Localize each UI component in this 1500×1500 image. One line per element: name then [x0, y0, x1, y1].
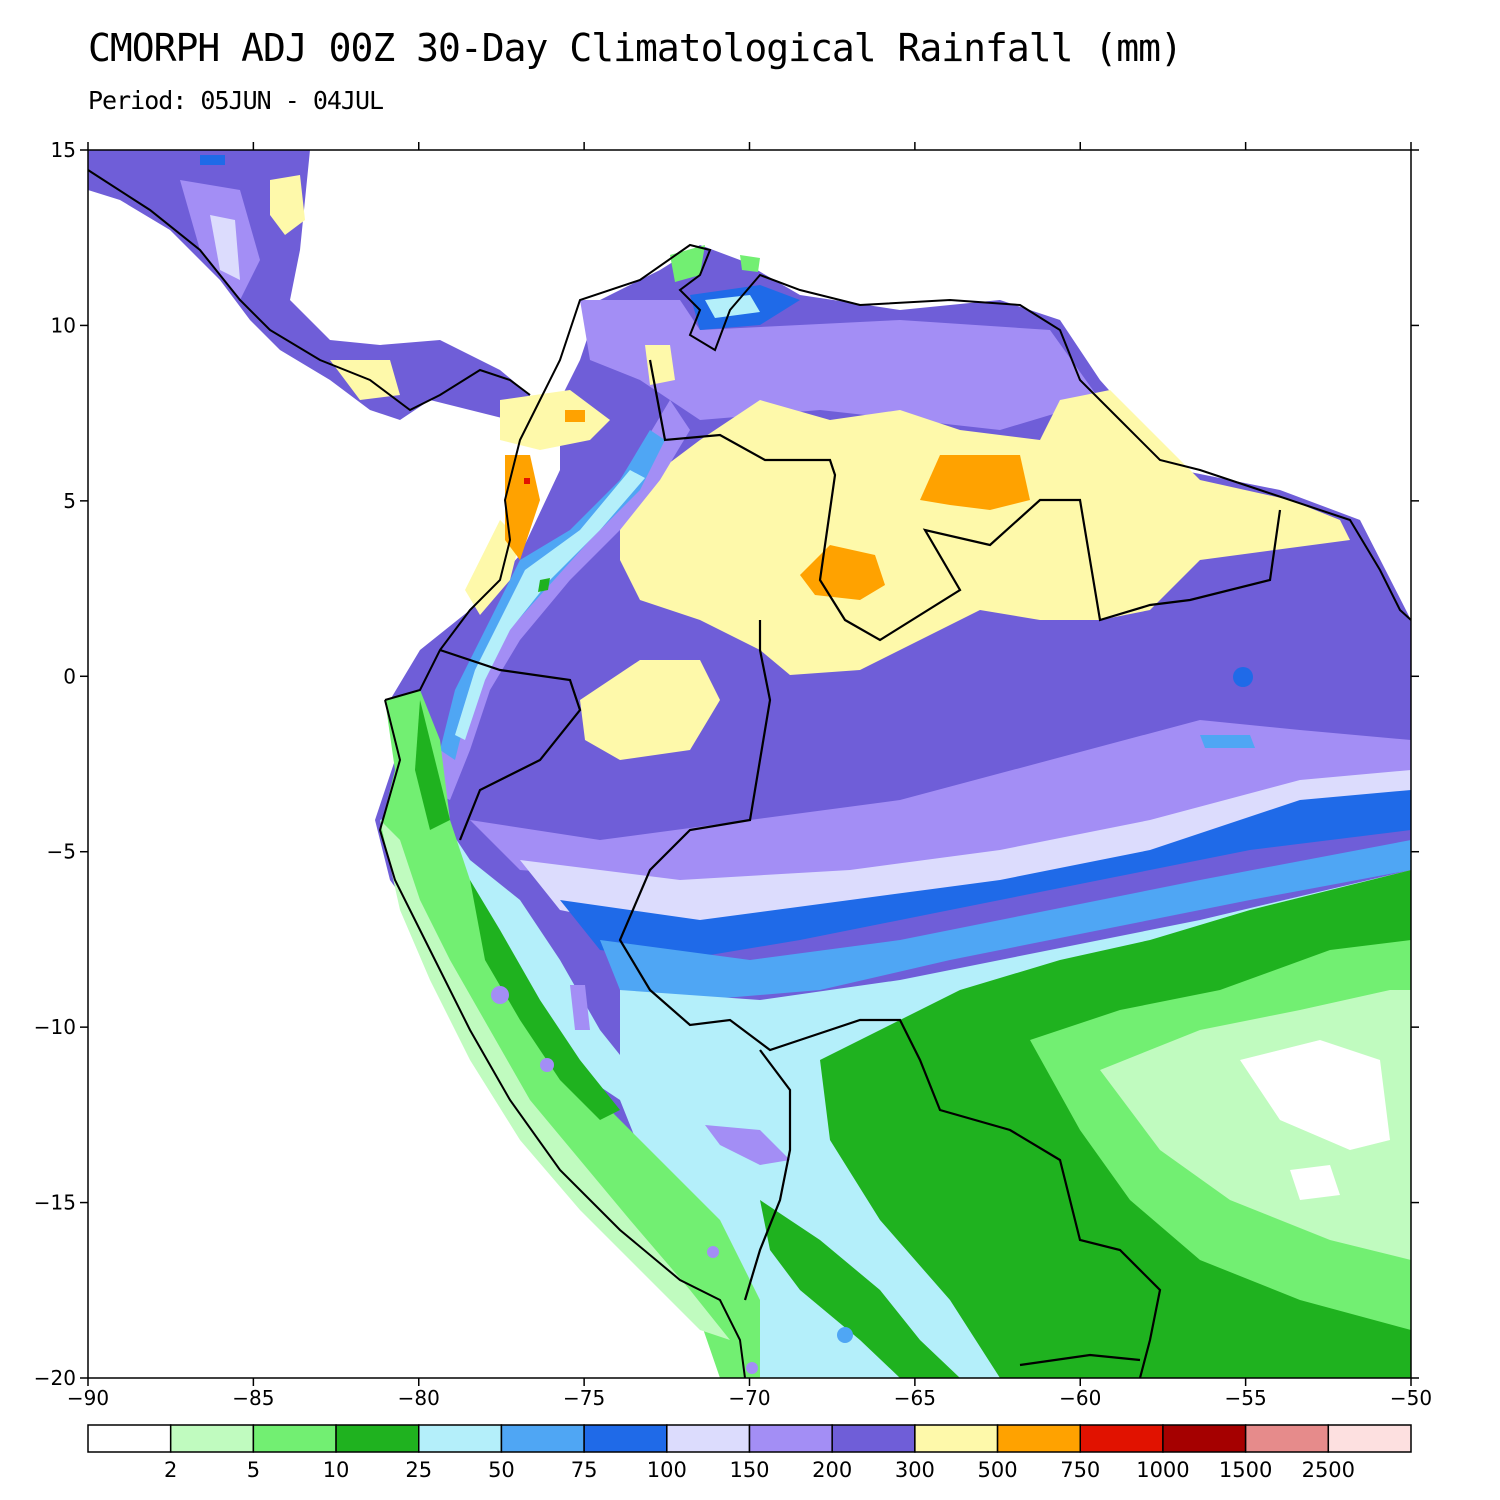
colorbar-swatch	[169, 1424, 255, 1453]
colorbar-swatch	[1079, 1424, 1164, 1453]
colorbar-label: 1500	[1219, 1458, 1272, 1482]
lon-tick-label: −65	[894, 1386, 936, 1410]
colorbar-swatch	[996, 1424, 1081, 1453]
lat-tick-label: 15	[51, 138, 76, 162]
lon-tick-label: −75	[563, 1386, 605, 1410]
colorbar-swatch	[87, 1424, 172, 1453]
colorbar-swatch	[1162, 1424, 1247, 1453]
map-title: CMORPH ADJ 00Z 30-Day Climatological Rai…	[88, 26, 1183, 70]
lon-tick-label: −90	[67, 1386, 109, 1410]
lat-tick-label: −5	[47, 840, 76, 864]
colorbar-swatch	[831, 1424, 916, 1453]
colorbar-label: 5	[247, 1458, 260, 1482]
lat-tick-label: −20	[34, 1366, 76, 1390]
colorbar-swatch	[583, 1424, 668, 1453]
colorbar-swatch	[666, 1424, 751, 1453]
colorbar-swatch	[914, 1424, 999, 1453]
lon-tick-label: −50	[1390, 1386, 1432, 1410]
colorbar-label: 150	[729, 1458, 769, 1482]
colorbar-swatch	[252, 1424, 337, 1453]
colorbar-label: 25	[405, 1458, 432, 1482]
map-subtitle: Period: 05JUN - 04JUL	[88, 86, 384, 115]
colorbar-label: 1000	[1136, 1458, 1189, 1482]
colorbar-swatch	[1244, 1424, 1330, 1453]
colorbar-label: 10	[323, 1458, 350, 1482]
colorbar-swatch	[335, 1424, 420, 1453]
colorbar-label: 300	[895, 1458, 935, 1482]
lon-tick-label: −55	[1225, 1386, 1267, 1410]
lon-tick-label: −70	[728, 1386, 770, 1410]
colorbar-label: 200	[812, 1458, 852, 1482]
map-axes: −90 −85 −80 −75 −70 −65 −60 −55 −50 15 10 5 0 −5 −10 −1…	[34, 138, 1432, 1410]
lon-tick-label: −85	[232, 1386, 274, 1410]
coastlines	[88, 169, 1411, 1378]
colorbar-label: 50	[488, 1458, 515, 1482]
colorbar-label: 2	[164, 1458, 177, 1482]
colorbar-swatch	[500, 1424, 585, 1453]
lat-tick-label: 10	[51, 313, 76, 337]
colorbar-label: 75	[571, 1458, 598, 1482]
colorbar-label: 500	[978, 1458, 1018, 1482]
lat-tick-label: 0	[63, 664, 76, 688]
colorbar-swatch	[418, 1424, 503, 1453]
colorbar-swatch	[1327, 1424, 1412, 1453]
rainfall-field	[88, 150, 1411, 1378]
country-borders	[439, 359, 1282, 1378]
lat-tick-label: −15	[34, 1191, 76, 1215]
lon-tick-label: −60	[1059, 1386, 1101, 1410]
colorbar-legend: 2 5 10 25 50 75 100 150 200 300 500 750 1000 1500 2500	[87, 1424, 1412, 1482]
colorbar-label: 2500	[1302, 1458, 1355, 1482]
colorbar-label: 100	[647, 1458, 687, 1482]
colorbar-swatch	[748, 1424, 833, 1453]
lat-tick-label: −10	[34, 1015, 76, 1039]
lon-tick-label: −80	[398, 1386, 440, 1410]
lat-tick-label: 5	[63, 489, 76, 513]
colorbar-label: 750	[1060, 1458, 1100, 1482]
